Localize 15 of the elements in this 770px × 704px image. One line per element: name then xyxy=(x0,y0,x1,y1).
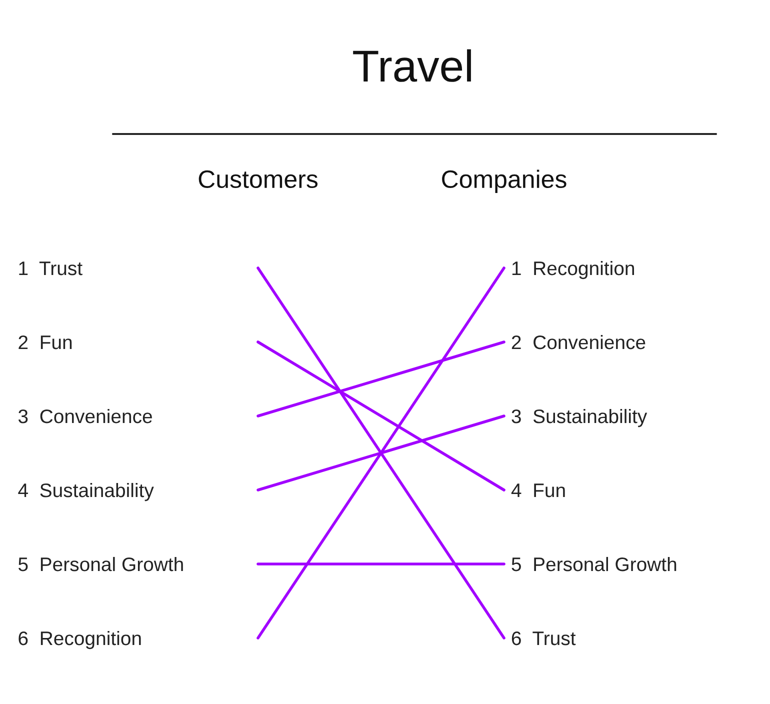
y-tick-label: 6 Recognition xyxy=(18,630,141,650)
y-tick-label: 4 Sustainability xyxy=(18,482,154,502)
y2-tick-label: 2 Convenience xyxy=(512,334,646,350)
chart-title: Travel xyxy=(353,49,471,82)
y2-tick-label: 6 Trust xyxy=(512,631,576,646)
x-tick-label: Customers xyxy=(198,170,318,188)
y2-tick-label: 1 Recognition xyxy=(512,260,634,280)
y-tick-label: 3 Convenience xyxy=(18,408,152,424)
x-tick-label: Companies xyxy=(442,170,566,193)
y-tick-label: 1 Trust xyxy=(19,262,82,276)
y2-tick-label: 5 Personal Growth xyxy=(512,556,676,572)
y-tick-label: 2 Fun xyxy=(18,335,72,350)
y2-tick-label: 3 Sustainability xyxy=(512,408,648,428)
y2-tick-label: 4 Fun xyxy=(511,484,565,498)
y-tick-label: 5 Personal Growth xyxy=(18,556,183,572)
